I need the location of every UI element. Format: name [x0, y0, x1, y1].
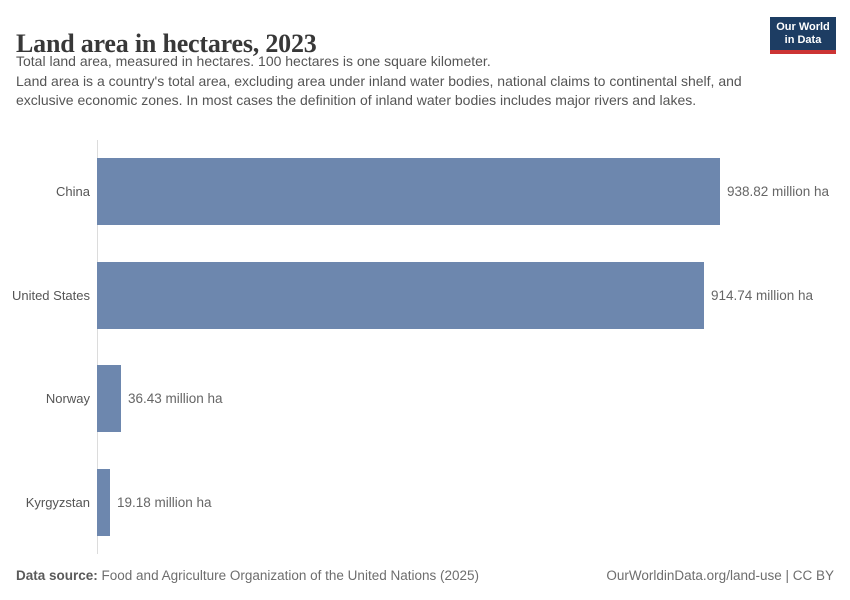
category-label: United States — [11, 287, 90, 303]
chart-footer: Data source: Food and Agriculture Organi… — [16, 568, 834, 583]
bar-row-china: China 938.82 million ha — [0, 140, 850, 244]
data-source: Data source: Food and Agriculture Organi… — [16, 568, 479, 583]
value-label: 914.74 million ha — [711, 287, 814, 303]
subtitle-line-1: Total land area, measured in hectares. 1… — [16, 53, 491, 69]
category-label: Kyrgyzstan — [25, 494, 90, 510]
subtitle-line-2: Land area is a country's total area, exc… — [16, 72, 742, 109]
bar-row-norway: Norway 36.43 million ha — [0, 347, 850, 451]
owid-logo[interactable]: Our World in Data — [770, 17, 836, 54]
chart-title: Land area in hectares, 2023 — [16, 29, 317, 59]
bar-china[interactable] — [97, 158, 720, 226]
category-label: Norway — [45, 391, 90, 407]
category-label: China — [56, 184, 90, 200]
y-axis-line — [97, 140, 98, 554]
bar-area: 914.74 million ha — [97, 261, 814, 329]
bar-united-states[interactable] — [97, 261, 704, 329]
value-label: 19.18 million ha — [117, 494, 212, 510]
value-label: 938.82 million ha — [727, 184, 830, 200]
bar-norway[interactable] — [97, 365, 121, 433]
chart-subtitle: Total land area, measured in hectares. 1… — [16, 52, 758, 111]
owid-logo-box: Our World in Data — [770, 17, 836, 50]
bar-row-united-states: United States 914.74 million ha — [0, 244, 850, 348]
owid-logo-line1: Our World — [776, 21, 830, 33]
value-label: 36.43 million ha — [128, 391, 223, 407]
bar-area: 938.82 million ha — [97, 158, 830, 226]
bar-kyrgyzstan[interactable] — [97, 468, 110, 536]
owid-logo-line2: in Data — [784, 34, 822, 46]
owid-logo-red-bar — [770, 50, 836, 54]
bar-area: 19.18 million ha — [97, 468, 212, 536]
data-source-text: Food and Agriculture Organization of the… — [97, 568, 480, 583]
bar-row-kyrgyzstan: Kyrgyzstan 19.18 million ha — [0, 451, 850, 555]
credit-link[interactable]: OurWorldinData.org/land-use | CC BY — [606, 568, 834, 583]
data-source-label: Data source: — [16, 568, 98, 583]
bar-area: 36.43 million ha — [97, 365, 223, 433]
bar-chart-plot: China 938.82 million ha United States 91… — [0, 140, 850, 554]
